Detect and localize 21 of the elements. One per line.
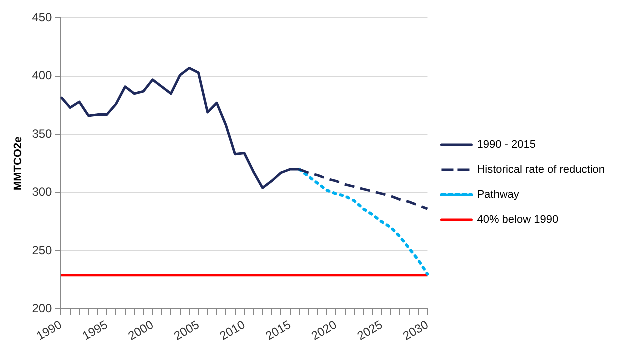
legend-label: 1990 - 2015 <box>477 139 536 152</box>
y-tick-label: 300 <box>32 185 53 200</box>
y-tick-label: 250 <box>32 243 53 258</box>
legend-label: Pathway <box>477 189 520 202</box>
y-axis-title: MMTCO2e <box>12 136 25 191</box>
line-series <box>298 168 430 276</box>
y-tick-label: 350 <box>32 126 53 141</box>
y-tick-label: 400 <box>32 68 53 83</box>
x-tick-label: 2020 <box>309 318 340 344</box>
legend-label: Historical rate of reduction <box>477 164 606 176</box>
x-tick-label: 2010 <box>218 318 248 344</box>
x-tick-label: 2015 <box>263 318 294 344</box>
y-tick-label: 450 <box>32 10 53 25</box>
x-tick-label: 2005 <box>172 318 202 344</box>
legend-label: 40% below 1990 <box>477 214 559 226</box>
x-tick-label: 2030 <box>400 318 432 344</box>
y-tick-label: 200 <box>32 301 53 316</box>
x-tick-label: 2000 <box>126 318 156 344</box>
x-tick-label: 1995 <box>80 318 110 344</box>
x-tick-label: 2025 <box>354 318 386 344</box>
x-tick-label: 1990 <box>34 318 65 344</box>
